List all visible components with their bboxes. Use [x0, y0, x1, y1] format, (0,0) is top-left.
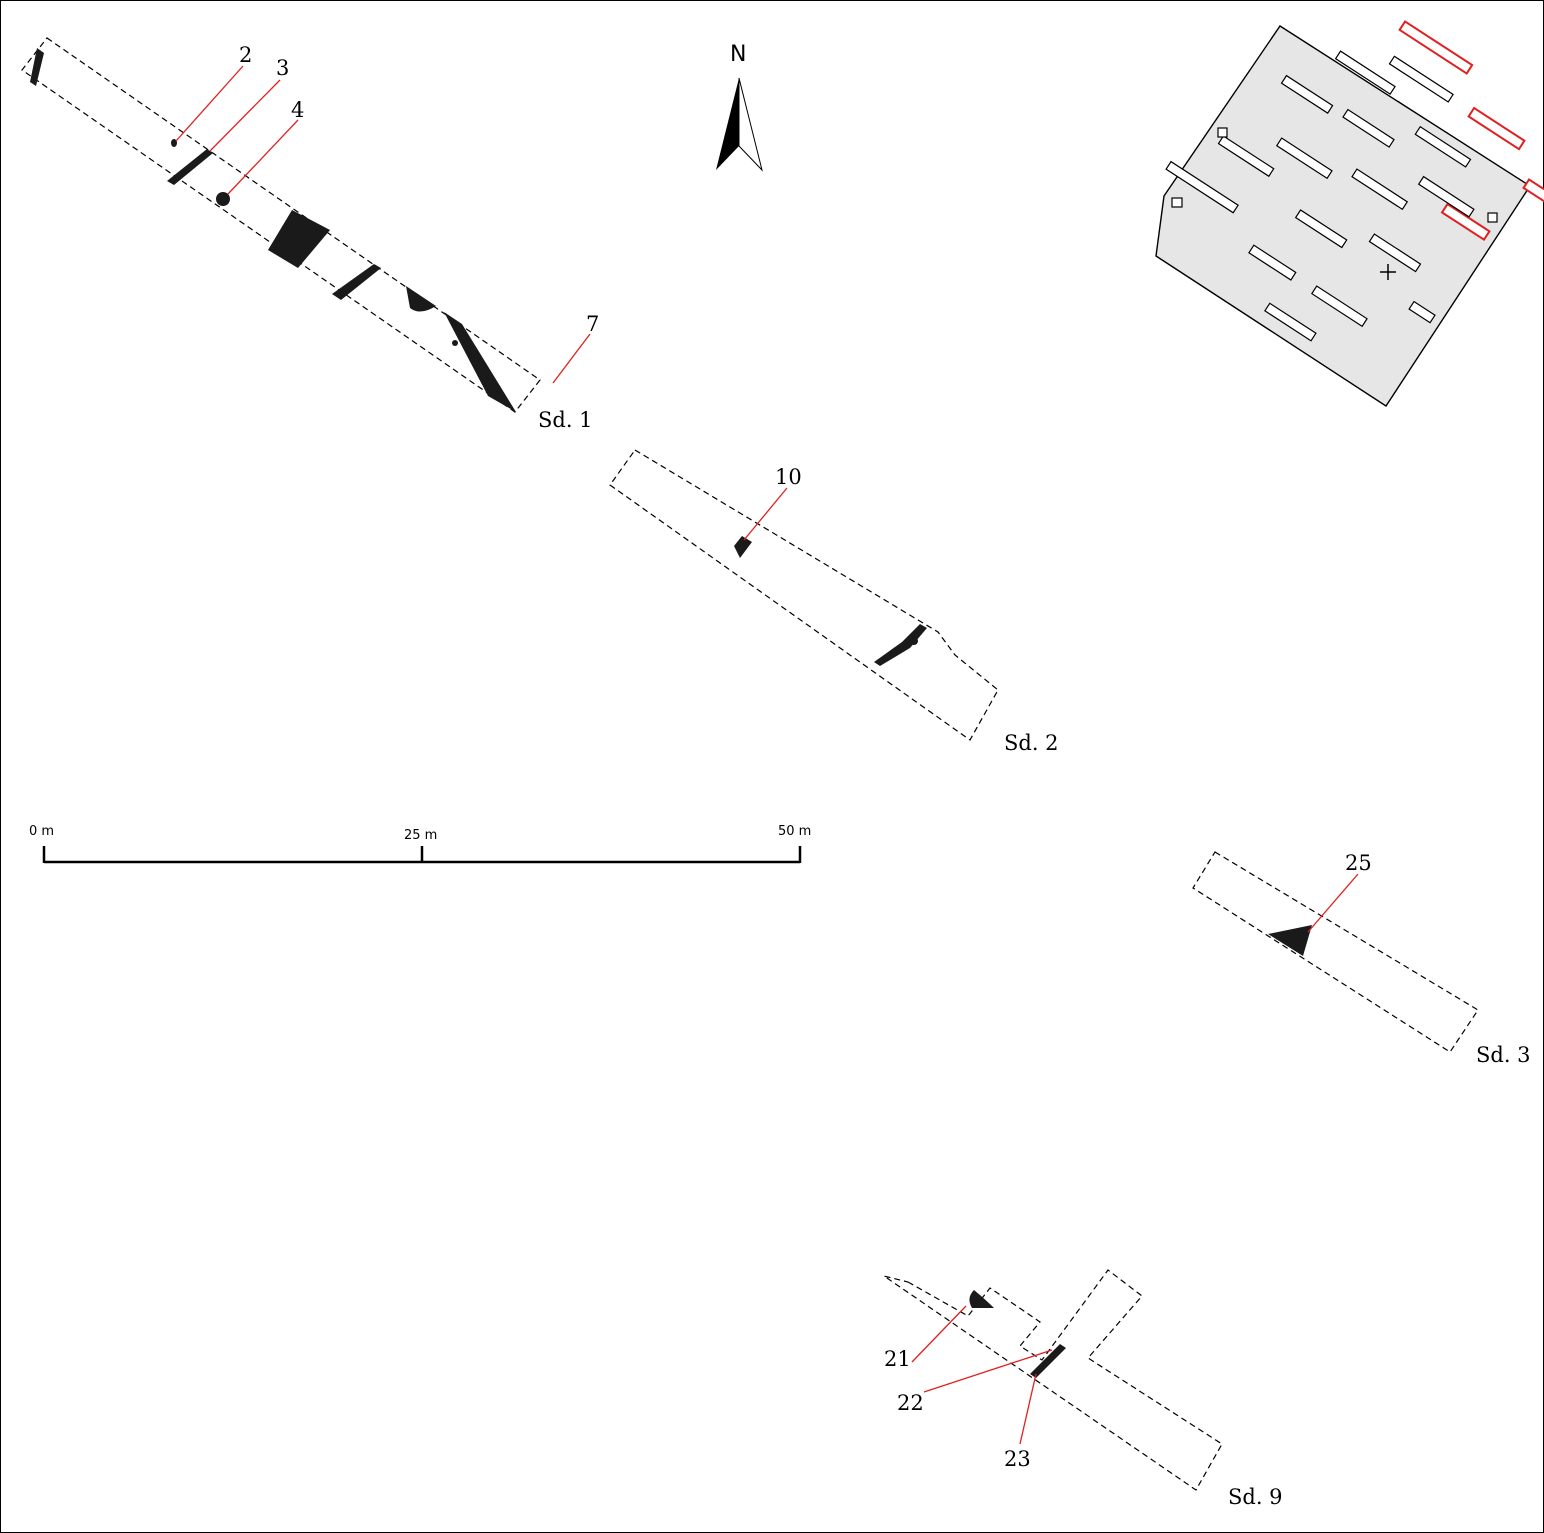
- label-10: 10: [775, 465, 802, 489]
- inset-trench: [1342, 108, 1395, 148]
- inset-trench: [1217, 135, 1275, 178]
- label-4: 4: [291, 98, 304, 122]
- inset-datum-cross-icon: [1380, 264, 1396, 280]
- trench-sd2-outline: [609, 449, 999, 741]
- inset-trench: [1165, 160, 1239, 214]
- inset-trench-highlight-9: [1440, 202, 1491, 242]
- inset-trench-highlight-3: [1522, 178, 1544, 214]
- feature-4-pit: [216, 192, 230, 206]
- feature-semicircle: [406, 286, 436, 312]
- inset-small-square: [1487, 212, 1498, 223]
- scale-tick-50: 50 m: [778, 824, 811, 839]
- feature-2-posthole: [171, 139, 177, 147]
- leader-21: [911, 1305, 967, 1363]
- inset-small-square: [1217, 127, 1228, 138]
- feature-25-pit: [1268, 925, 1312, 956]
- label-21: 21: [884, 1347, 911, 1371]
- label-25: 25: [1345, 851, 1372, 875]
- label-sd3: Sd. 3: [1476, 1043, 1531, 1067]
- leader-4: [227, 119, 299, 195]
- label-sd1: Sd. 1: [538, 408, 593, 432]
- feature-wall-sd2: [874, 624, 927, 666]
- leader-22: [923, 1349, 1053, 1393]
- north-arrow-icon-left: [716, 78, 739, 170]
- inset-trench: [1408, 300, 1436, 324]
- inset-overview-map: [1155, 20, 1544, 407]
- inset-trench: [1248, 244, 1297, 281]
- label-7: 7: [586, 312, 599, 336]
- feature-labels: 2 3 4 7 10 25 21 22 23: [239, 43, 1372, 1471]
- inset-trench: [1311, 285, 1368, 328]
- inset-trench-highlight-1: [1398, 20, 1474, 75]
- trench-sd2: [609, 449, 999, 741]
- inset-trench: [1264, 302, 1317, 342]
- north-arrow-icon-right: [738, 77, 763, 172]
- feature-wall-b: [332, 264, 381, 300]
- inset-trench: [1417, 175, 1475, 218]
- feature-dot: [452, 340, 458, 346]
- feature-3-wall: [167, 149, 213, 185]
- feature-wall-end: [30, 48, 44, 86]
- trench-labels: Sd. 1 Sd. 2 Sd. 3 Sd. 9: [538, 408, 1531, 1509]
- inset-trench: [1275, 137, 1333, 180]
- label-2: 2: [239, 43, 252, 67]
- leader-2: [175, 65, 244, 142]
- inset-trench: [1368, 233, 1422, 273]
- inset-trench: [1388, 55, 1454, 103]
- feature-22-wall: [1030, 1344, 1066, 1378]
- trench-sd1: [21, 37, 541, 413]
- trench-sd9-outline: [883, 1269, 1223, 1491]
- trench-sd3: [1192, 851, 1479, 1053]
- scale-tick-0: 0 m: [29, 824, 54, 839]
- label-3: 3: [276, 56, 289, 80]
- feature-21-semicircle: [969, 1290, 994, 1308]
- leader-23: [1019, 1373, 1037, 1445]
- inset-small-square: [1171, 197, 1183, 208]
- inset-trench-highlight-2: [1467, 106, 1526, 151]
- north-arrow: N: [716, 42, 763, 172]
- inset-trench: [1414, 125, 1472, 168]
- label-22: 22: [897, 1391, 924, 1415]
- leader-10: [743, 487, 788, 541]
- inset-trench: [1334, 50, 1396, 95]
- trench-sd1-outline: [21, 37, 541, 413]
- label-sd2: Sd. 2: [1004, 731, 1059, 755]
- leader-25: [1307, 873, 1359, 933]
- leader-7: [552, 333, 591, 384]
- trench-sd9: [883, 1269, 1223, 1491]
- inset-trench: [1351, 168, 1409, 211]
- feature-pit-large: [268, 210, 330, 268]
- leader-lines: [175, 65, 1359, 1445]
- inset-trench: [1294, 209, 1348, 249]
- label-sd9: Sd. 9: [1228, 1485, 1283, 1509]
- trench-sd3-outline: [1192, 851, 1479, 1053]
- feature-7-wall: [444, 312, 516, 412]
- scale-bar: 0 m 25 m 50 m: [29, 824, 811, 864]
- feature-dot-sd2: [910, 637, 918, 645]
- leader-3: [209, 79, 281, 152]
- feature-10-pit: [734, 536, 752, 558]
- scale-tick-25: 25 m: [404, 828, 437, 843]
- north-label: N: [730, 42, 746, 67]
- inset-site-area: [1155, 25, 1531, 407]
- label-23: 23: [1004, 1447, 1031, 1471]
- inset-trench: [1280, 74, 1334, 114]
